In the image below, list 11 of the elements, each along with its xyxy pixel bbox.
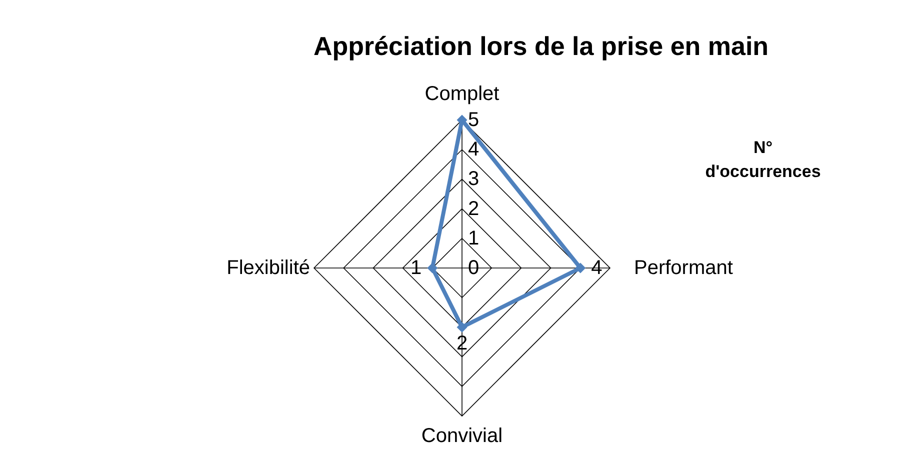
legend-title: N° d'occurrences [705,138,821,181]
spoke-label: Flexibilité [226,257,310,279]
spoke-label: Convivial [421,425,503,447]
y-tick-label: 1 [468,227,480,250]
y-tick-label: 2 [468,198,480,220]
spoke-label: Complet [424,83,500,105]
y-tick-label: 3 [468,168,480,190]
chart-title: Appréciation lors de la prise en main [313,31,769,61]
y-tick-label: 5 [468,109,480,131]
spoke-label: Performant [634,257,734,279]
y-tick-label: 4 [468,138,480,161]
